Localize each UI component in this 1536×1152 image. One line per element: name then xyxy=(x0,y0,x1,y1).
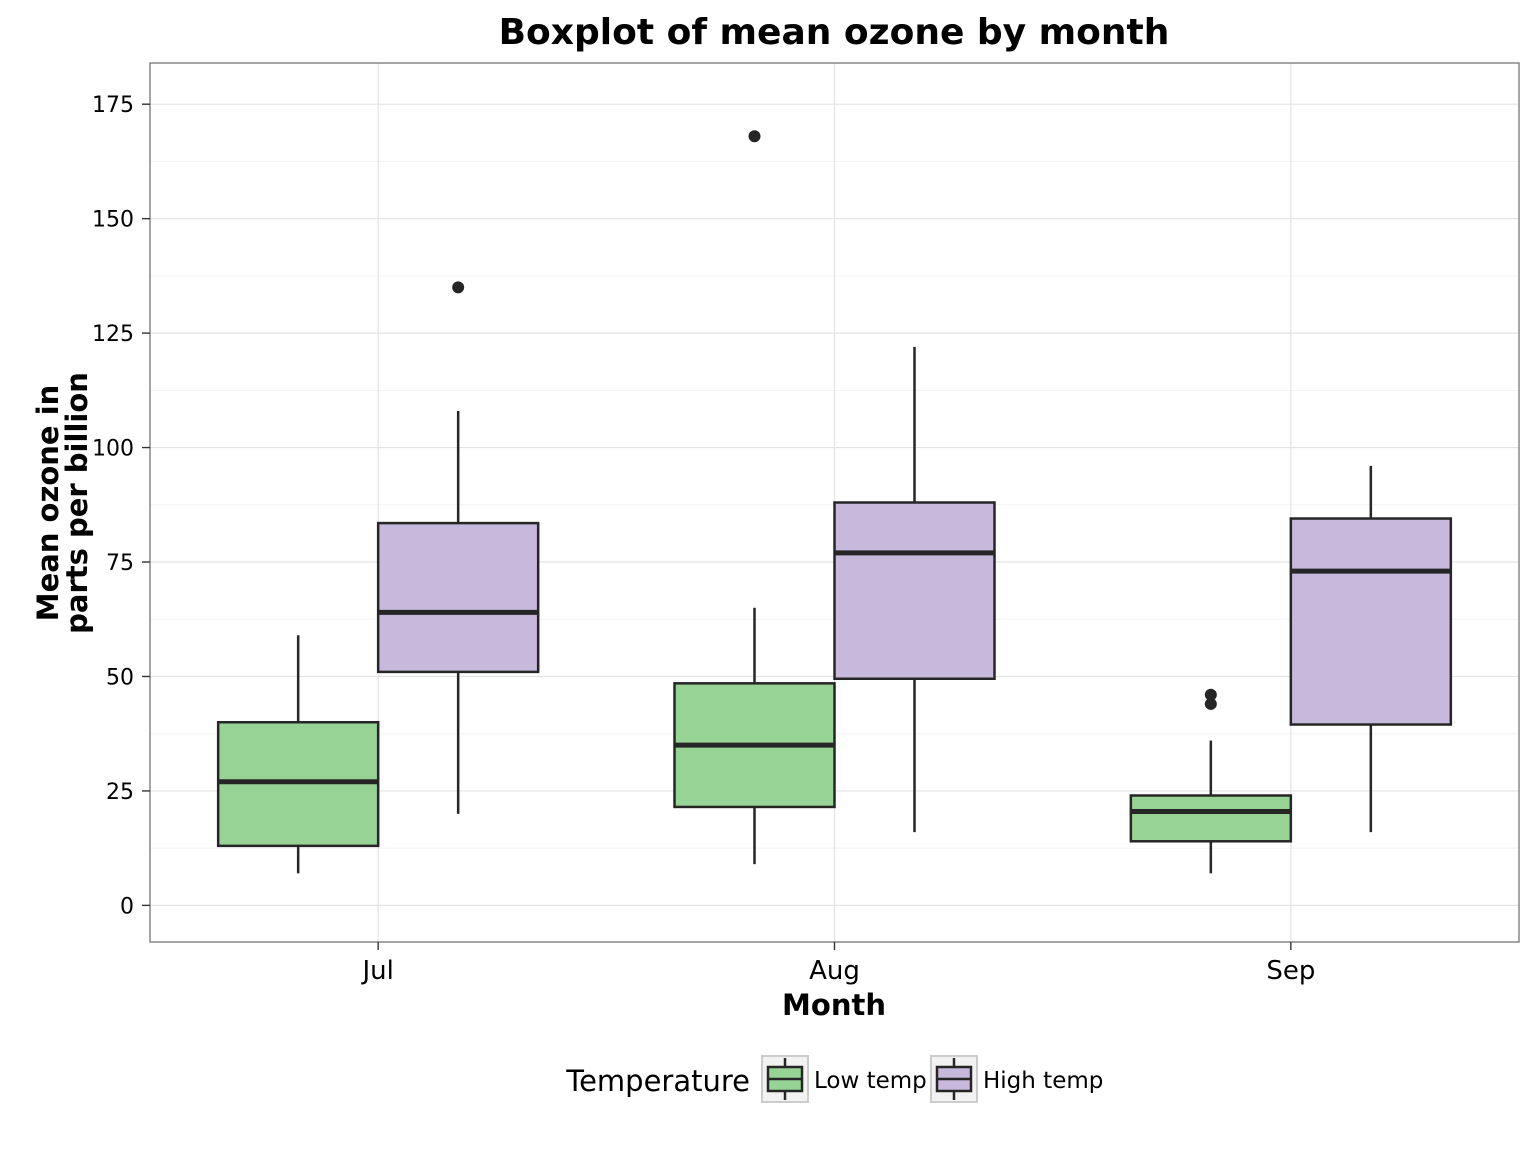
box-body xyxy=(376,521,540,674)
y-tick-label: 175 xyxy=(92,93,134,118)
outlier-point xyxy=(1204,688,1217,701)
y-axis: 0 25 50 75 100 125 150 175 xyxy=(92,93,150,919)
box-sep xyxy=(1129,688,1293,874)
y-axis-title-line-2: parts per billion xyxy=(60,372,94,634)
outlier-point xyxy=(748,130,761,143)
box-jul xyxy=(216,635,380,874)
legend-title: Temperature xyxy=(565,1064,750,1098)
box-body xyxy=(1129,794,1293,843)
y-tick-label: 150 xyxy=(92,208,134,233)
y-axis-title-line-1: Mean ozone in xyxy=(31,385,65,622)
outlier-point xyxy=(1204,697,1217,710)
legend-label: Low temp xyxy=(814,1068,927,1094)
y-tick-label: 0 xyxy=(120,894,134,919)
y-tick-label: 25 xyxy=(106,780,134,805)
x-tick-label: Sep xyxy=(1266,956,1315,986)
outlier-point xyxy=(452,281,465,294)
x-axis: Jul Aug Sep xyxy=(360,942,1315,986)
box-series xyxy=(216,130,1453,874)
chart-title: Boxplot of mean ozone by month xyxy=(499,12,1170,53)
box-sep xyxy=(1289,465,1453,833)
legend-label: High temp xyxy=(983,1068,1103,1094)
box-aug xyxy=(833,346,996,833)
y-tick-label: 125 xyxy=(92,322,134,347)
legend-item-high-temp: High temp xyxy=(930,1055,1103,1103)
x-tick-label: Aug xyxy=(809,956,860,986)
legend-item-low-temp: Low temp xyxy=(761,1055,927,1103)
y-tick-label: 75 xyxy=(106,551,134,576)
box-body xyxy=(1289,517,1453,726)
box-jul xyxy=(376,281,540,814)
x-tick-label: Jul xyxy=(360,956,393,986)
series-high-temp xyxy=(376,281,1453,833)
x-axis-title: Month xyxy=(782,988,886,1022)
box-aug xyxy=(673,130,836,865)
y-tick-label: 50 xyxy=(106,665,134,690)
legend: Temperature Low temp High temp xyxy=(565,1055,1103,1103)
y-tick-label: 100 xyxy=(92,437,134,462)
box-body xyxy=(833,501,996,681)
y-axis-title: Mean ozone in parts per billion xyxy=(31,372,94,634)
series-low-temp xyxy=(216,130,1293,874)
